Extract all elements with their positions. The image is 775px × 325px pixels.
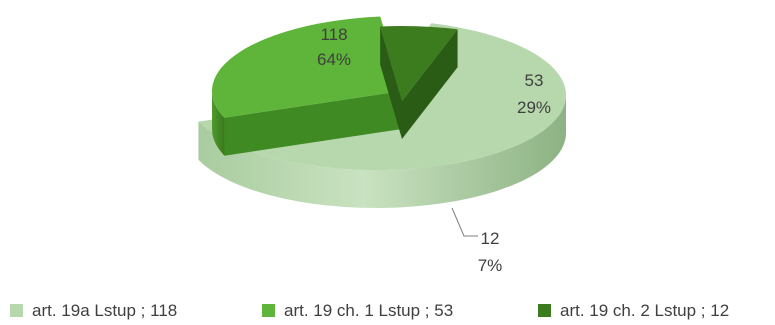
data-label-percent: 64% (317, 50, 351, 69)
legend-swatch (538, 304, 551, 317)
leader-line (451, 207, 478, 237)
legend-label: art. 19a Lstup ; 118 (32, 301, 177, 320)
data-label-value: 118 (320, 25, 347, 44)
legend-label: art. 19 ch. 2 Lstup ; 12 (560, 301, 729, 320)
data-label-percent: 7% (478, 256, 503, 275)
legend-swatch (10, 304, 23, 317)
data-label-value: 53 (525, 71, 544, 90)
legend-swatch (262, 304, 275, 317)
data-label-percent: 29% (517, 98, 551, 117)
pie-slice-3 (380, 26, 458, 139)
legend-label: art. 19 ch. 1 Lstup ; 53 (284, 301, 453, 320)
data-label-value: 12 (481, 229, 500, 248)
